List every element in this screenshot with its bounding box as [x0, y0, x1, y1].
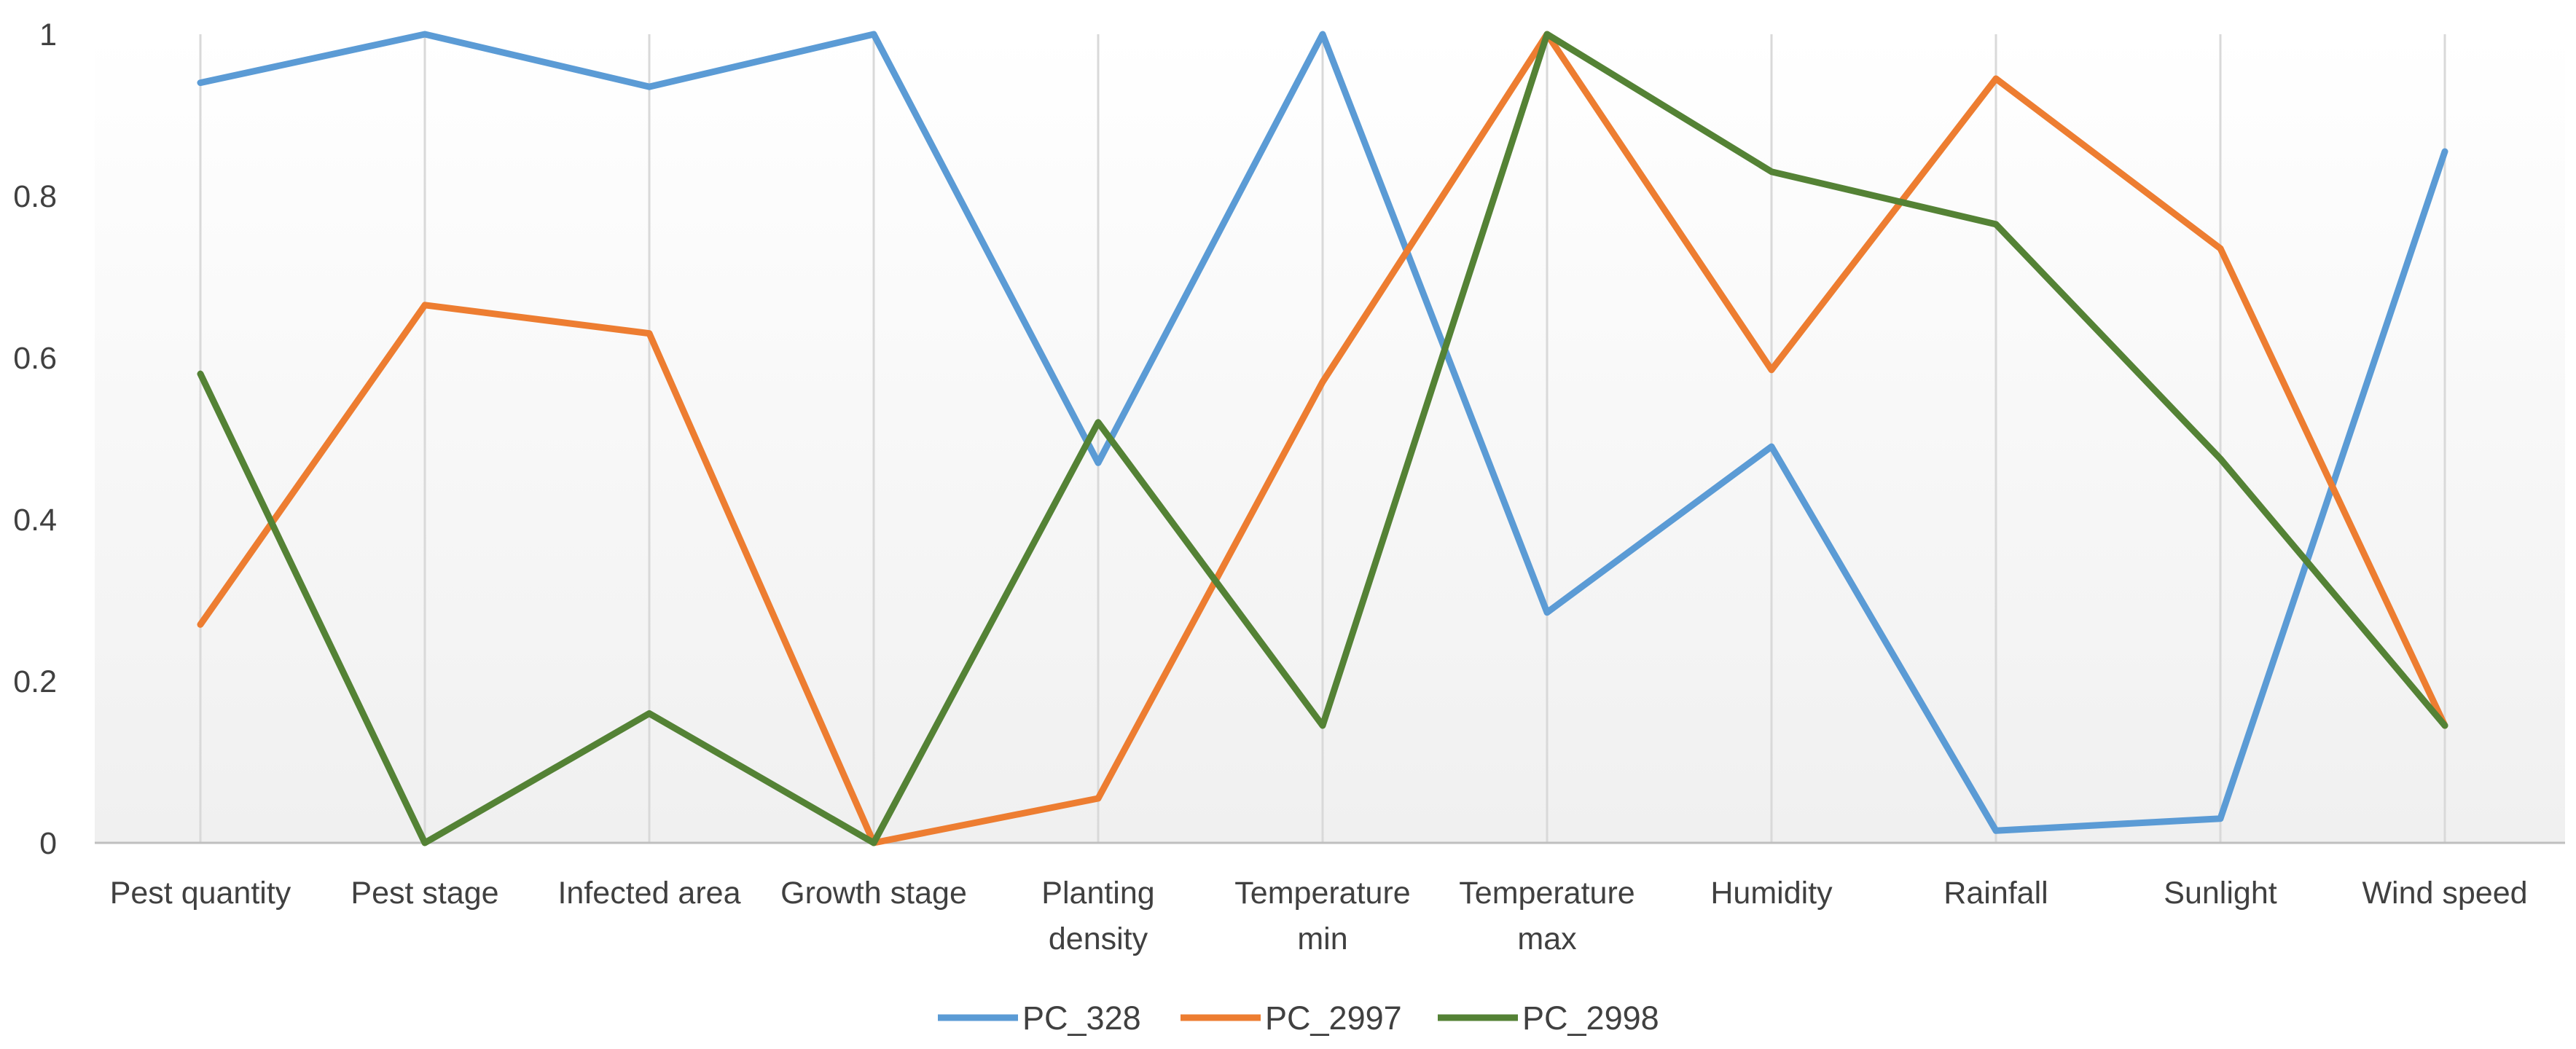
y-tick-label: 0.8 — [13, 179, 57, 214]
x-axis-tick-labels: Pest quantity Pest stage Infected area Grow… — [110, 876, 2528, 956]
series-lines — [197, 31, 2448, 846]
legend-label: PC_2998 — [1522, 999, 1659, 1037]
x-tick-label: density — [1049, 922, 1148, 956]
x-tick-label: Planting — [1041, 876, 1154, 911]
legend-label: PC_328 — [1022, 999, 1141, 1037]
y-axis-tick-labels: 0 0.2 0.4 0.6 0.8 1 — [13, 17, 57, 861]
x-tick-label: Humidity — [1710, 876, 1833, 911]
x-tick-label: Rainfall — [1943, 876, 2048, 911]
legend: PC_328 PC_2997 PC_2998 — [938, 999, 1659, 1037]
plot-area-background — [95, 34, 2565, 843]
x-tick-label: Pest stage — [351, 876, 498, 911]
series-line-pc-328 — [197, 31, 2448, 834]
x-tick-label: Sunlight — [2164, 876, 2276, 911]
x-tick-label: Temperature — [1234, 876, 1410, 911]
y-tick-label: 1 — [39, 17, 57, 52]
x-tick-label: Growth stage — [780, 876, 967, 911]
y-tick-label: 0.2 — [13, 664, 57, 699]
y-tick-label: 0.6 — [13, 341, 57, 376]
x-tick-label: Infected area — [557, 876, 740, 911]
x-tick-label: Wind speed — [2362, 876, 2527, 911]
series-line-pc-2998 — [197, 31, 2448, 846]
x-tick-label: Pest quantity — [110, 876, 291, 911]
vertical-gridlines — [199, 34, 2446, 843]
legend-label: PC_2997 — [1265, 999, 1402, 1037]
x-tick-label: min — [1297, 922, 1347, 956]
y-tick-label: 0.4 — [13, 503, 57, 538]
x-tick-label: Temperature — [1459, 876, 1635, 911]
x-tick-label: max — [1517, 922, 1577, 956]
series-line-pc-2997 — [197, 31, 2448, 846]
y-tick-label: 0 — [39, 826, 57, 861]
